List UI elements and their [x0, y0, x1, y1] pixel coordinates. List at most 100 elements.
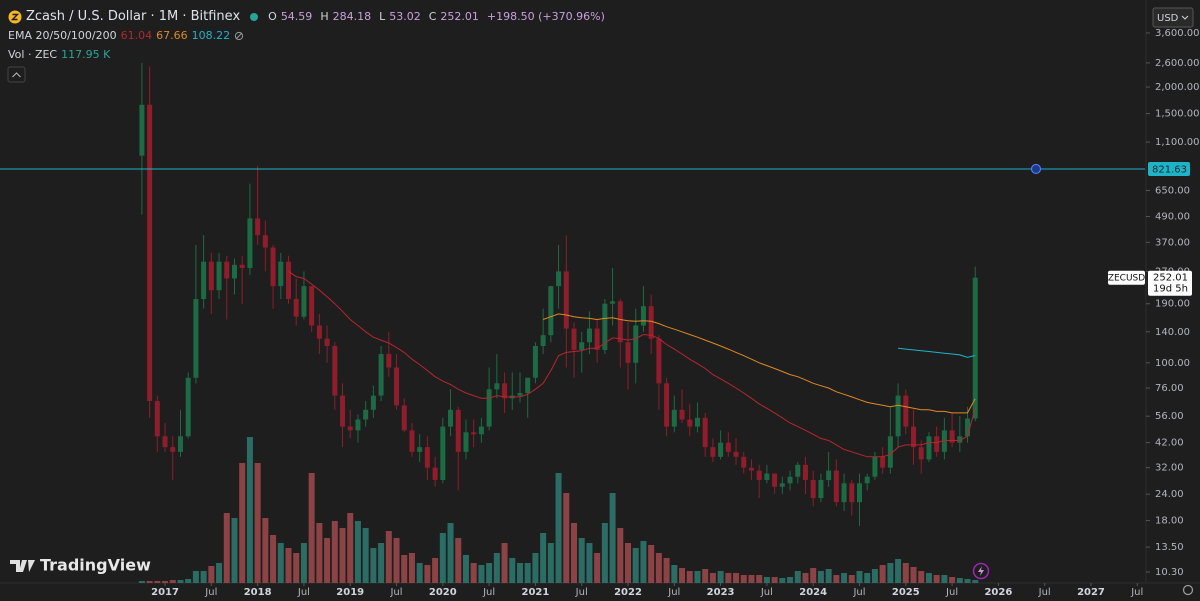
collapse-button[interactable]	[7, 66, 26, 83]
candle-body	[880, 456, 886, 468]
candle-body	[664, 383, 670, 427]
volume-bar	[154, 581, 161, 583]
candle-body	[671, 409, 677, 427]
volume-bar	[825, 569, 832, 583]
volume-bar	[424, 565, 431, 583]
volume-bar	[694, 571, 701, 583]
brand-logo: TradingView	[10, 556, 151, 575]
volume-bar	[640, 541, 647, 583]
x-tick-label: Jul	[1130, 587, 1143, 598]
volume-bar	[439, 533, 446, 583]
candle-body	[316, 325, 322, 339]
candle-body	[139, 104, 145, 156]
candle-body	[324, 338, 330, 347]
volume-bar	[246, 437, 253, 583]
volume-bar	[632, 548, 639, 583]
hide-circle	[234, 31, 244, 40]
volume-bar	[702, 569, 709, 583]
candle-body	[602, 303, 608, 350]
candle-body	[556, 271, 562, 287]
candle-body	[849, 483, 855, 503]
volume-bar	[354, 521, 361, 583]
candle-body	[177, 436, 183, 452]
candle-body	[548, 286, 554, 336]
volume-bar	[871, 569, 878, 583]
price-layer	[0, 62, 1145, 526]
x-tick-label: 2024	[799, 587, 827, 598]
y-tick-label: 56.00	[1155, 411, 1184, 422]
volume-value: 117.95 K	[61, 48, 111, 61]
volume-bar	[594, 553, 601, 583]
currency-label: USD	[1157, 13, 1179, 24]
candle-body	[401, 405, 407, 431]
volume-bar	[625, 543, 632, 583]
candle-body	[147, 104, 153, 402]
volume-bar	[763, 577, 770, 583]
volume-bar	[339, 528, 346, 583]
volume-bar	[516, 563, 523, 583]
candle-body	[193, 298, 199, 378]
y-tick-label: 3,600.00	[1155, 28, 1200, 39]
candle-body	[417, 447, 423, 452]
volume-bar	[470, 563, 477, 583]
volume-bar	[478, 565, 485, 583]
collapse-box[interactable]	[7, 66, 26, 83]
x-tick-label: Jul	[482, 587, 495, 598]
volume-bar	[493, 553, 500, 583]
x-tick-label: 2023	[707, 587, 735, 598]
coin-icon	[8, 10, 22, 23]
x-tick-label: 2019	[336, 587, 364, 598]
volume-bar	[586, 543, 593, 583]
volume-bar	[262, 518, 269, 583]
settings-icon[interactable]	[1182, 584, 1194, 596]
volume-bar	[887, 563, 894, 583]
x-tick-label: 2018	[244, 587, 272, 598]
alert-icon[interactable]	[972, 562, 990, 580]
candle-body	[185, 377, 191, 437]
candle-body	[378, 354, 384, 396]
ema-value: 108.22	[191, 29, 231, 42]
volume-bar	[547, 543, 554, 583]
volume-bar	[270, 535, 277, 583]
candle-body	[857, 483, 862, 503]
brand-name: TradingView	[40, 556, 151, 575]
hide-icon[interactable]	[234, 31, 244, 41]
symbol-label: ZECUSD	[1108, 274, 1145, 284]
volume-bar	[169, 580, 176, 583]
candle-body	[679, 409, 685, 420]
volume-bar	[648, 545, 655, 583]
x-tick-label: Jul	[852, 587, 865, 598]
y-tick-label: 1,100.00	[1155, 137, 1200, 148]
volume-bar	[771, 577, 778, 583]
candle-body	[772, 473, 778, 487]
volume-bar	[956, 578, 963, 583]
y-tick-label: 1,500.00	[1155, 109, 1200, 120]
volume-bar	[964, 579, 971, 583]
volume-bar	[177, 580, 184, 583]
candle-body	[270, 247, 276, 287]
dropdown-caret	[1181, 15, 1189, 20]
currency-dropdown[interactable]: USD	[1152, 7, 1194, 28]
volume-bar	[725, 573, 732, 583]
candle-body	[293, 298, 299, 317]
candle-body	[154, 401, 160, 437]
volume-bar	[879, 565, 886, 583]
volume-bar	[686, 571, 693, 583]
volume-bar	[293, 553, 300, 583]
x-tick-label: 2026	[984, 587, 1012, 598]
candle-body	[648, 306, 654, 339]
candle-body	[517, 393, 523, 396]
dropdown-box[interactable]	[1152, 7, 1194, 28]
candle-body	[301, 286, 307, 317]
volume-bar	[486, 563, 493, 583]
x-tick-label: 2027	[1077, 587, 1105, 598]
price-badge	[1148, 270, 1192, 296]
logo-glyph	[10, 560, 35, 572]
candle-body	[162, 436, 168, 448]
candle-body	[231, 264, 237, 279]
volume-bar	[833, 575, 840, 583]
volume-bar	[308, 473, 315, 583]
volume-bar	[756, 575, 763, 583]
volume-bar	[254, 463, 261, 583]
